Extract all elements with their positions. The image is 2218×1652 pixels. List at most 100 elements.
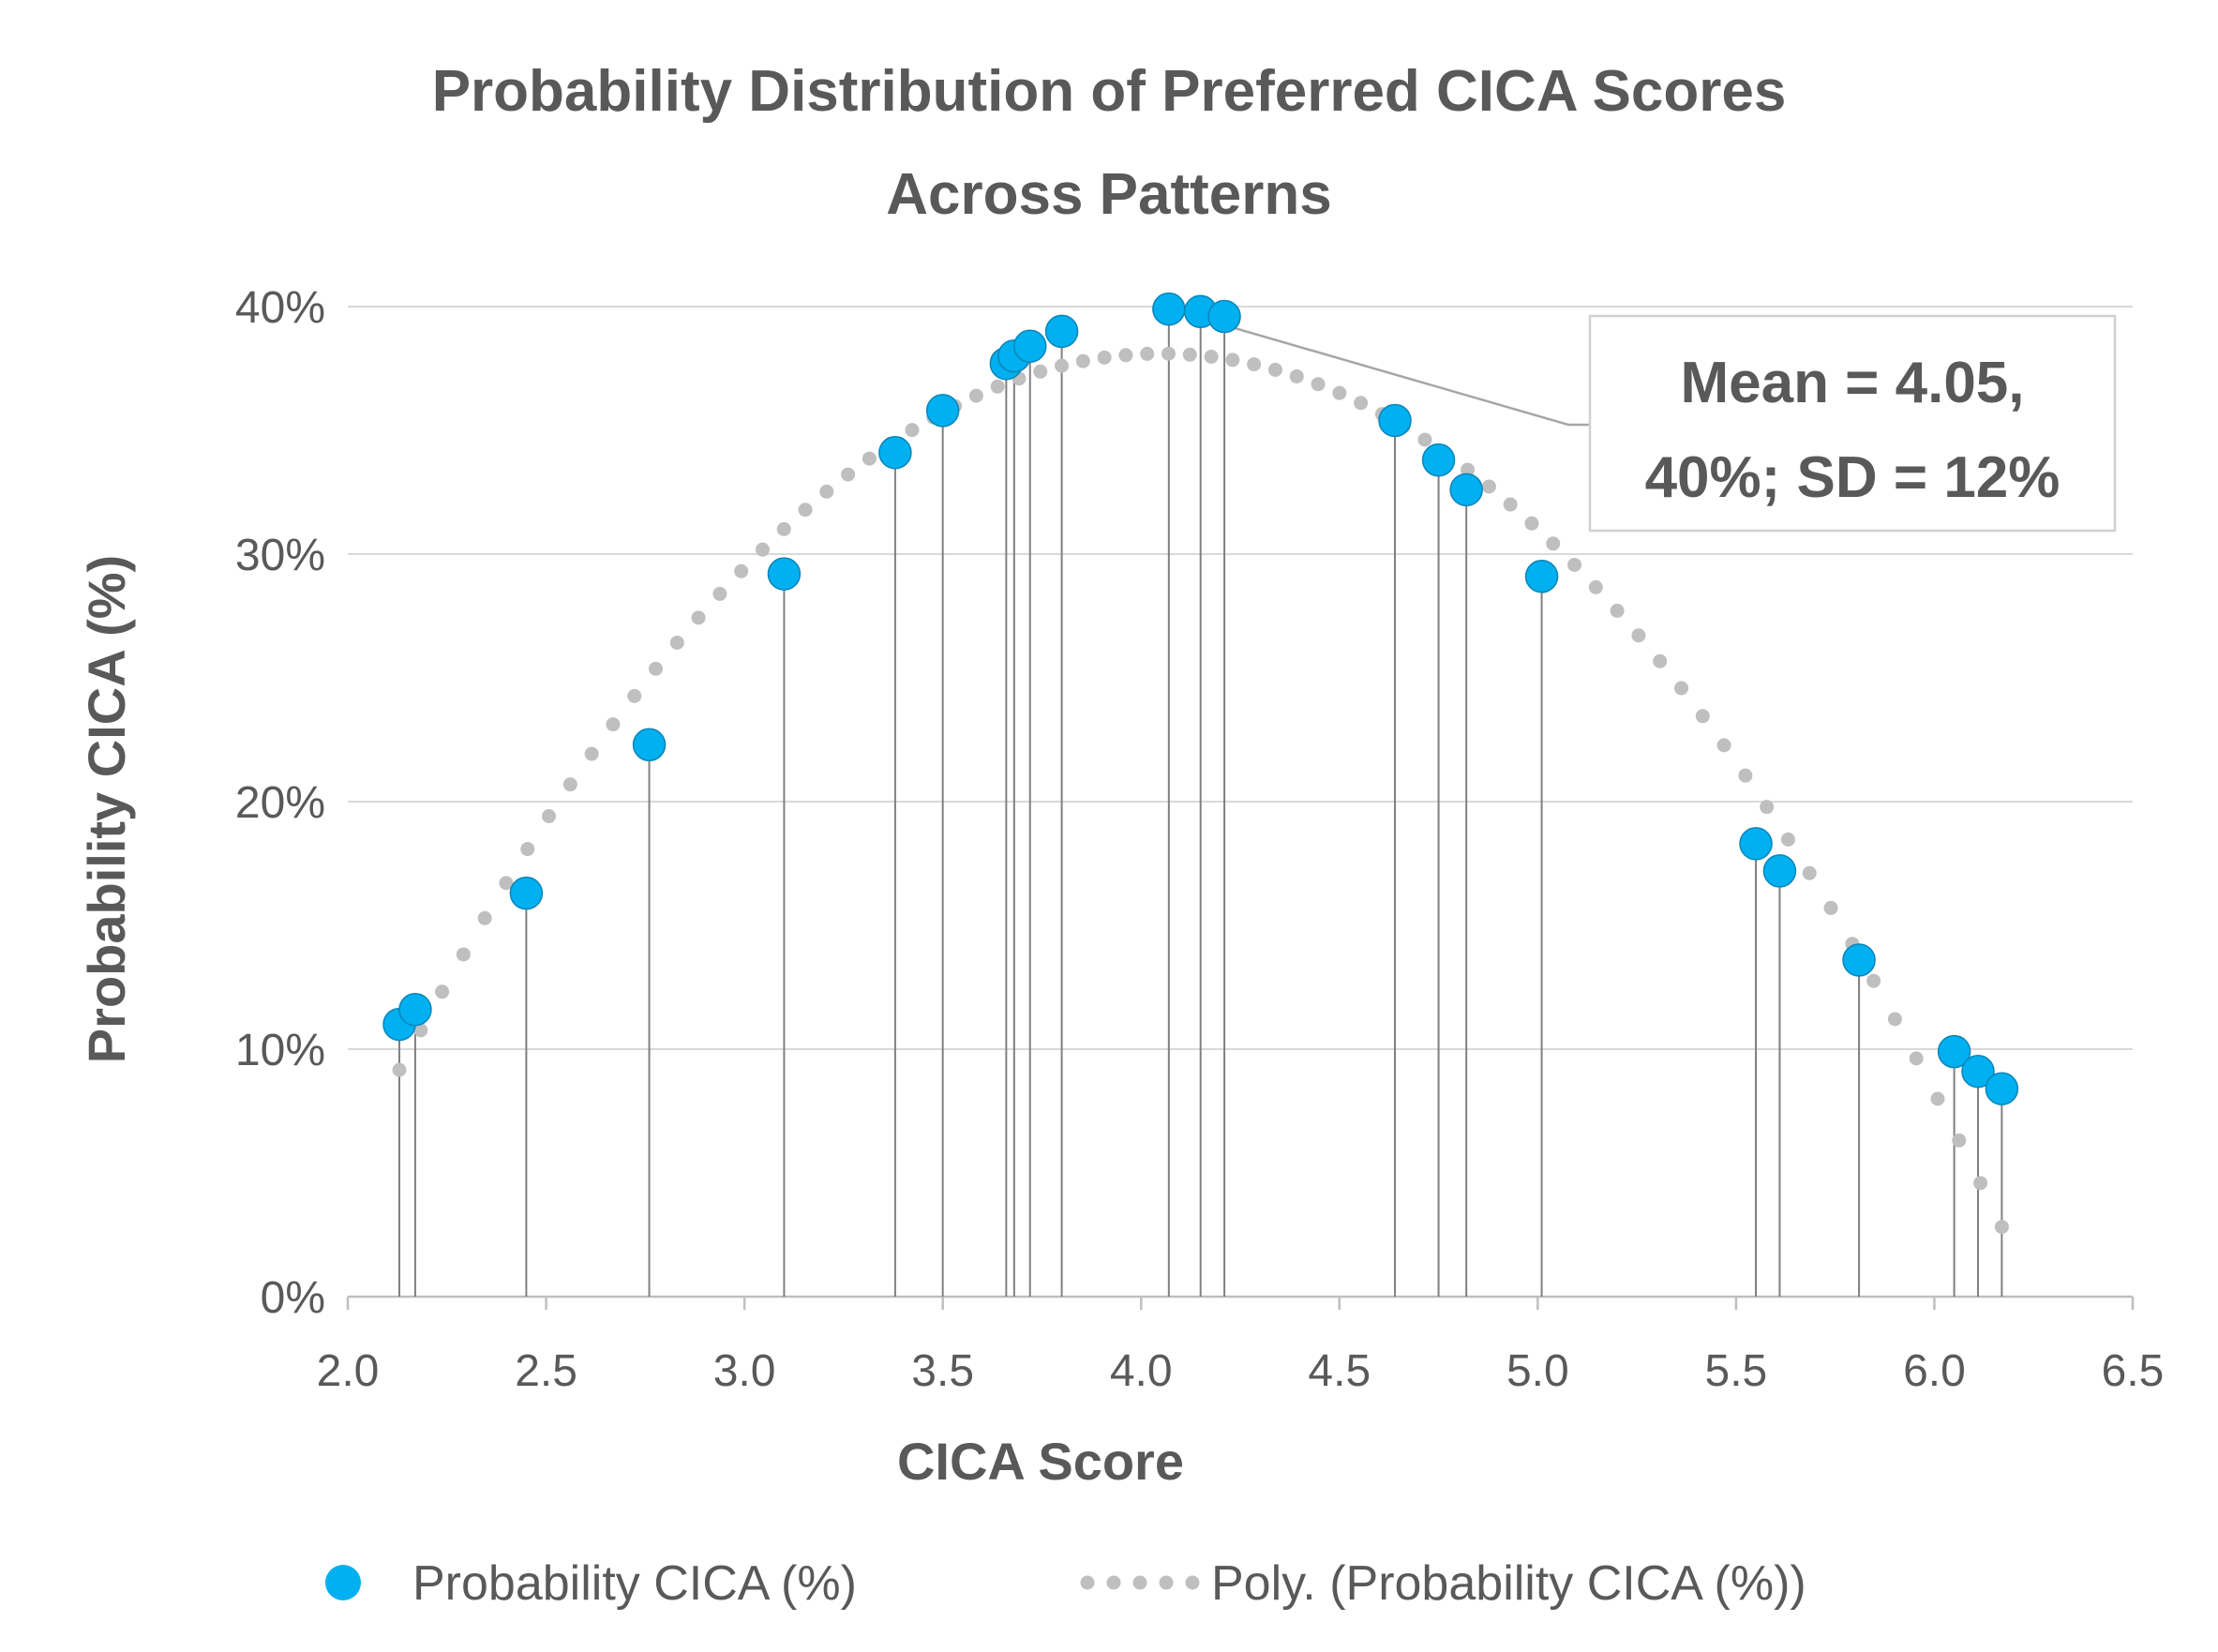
x-tick-label: 3.5: [911, 1346, 974, 1396]
annotation-line2: 40%; SD = 12%: [1645, 445, 2061, 510]
trendline-dot: [520, 842, 535, 857]
data-point: [1207, 299, 1241, 334]
trendline-dot: [755, 542, 770, 557]
trendline-dot: [542, 809, 557, 824]
annotation-box: Mean = 4.05, 40%; SD = 12%: [1588, 314, 2117, 533]
trendline-dot: [1354, 396, 1369, 411]
trendline-dot: [1631, 628, 1646, 643]
trendline-dot: [1887, 1012, 1902, 1027]
x-tick-label: 4.5: [1308, 1346, 1371, 1396]
data-point: [1449, 473, 1483, 507]
trendline-dot: [499, 876, 514, 891]
trendline-dot: [1909, 1051, 1924, 1066]
trendline-dot: [1994, 1220, 2009, 1235]
trendline-dot: [1332, 385, 1347, 400]
trendline-dot: [1524, 516, 1539, 531]
x-axis-title: CICA Score: [897, 1432, 1184, 1491]
trendline-dot: [968, 388, 983, 403]
annotation-leader: [1168, 308, 1590, 427]
legend-trend-dot: [1132, 1575, 1147, 1590]
trendline-dot: [1417, 432, 1432, 447]
x-tick-label: 3.0: [713, 1346, 776, 1396]
trendline: [392, 346, 2009, 1235]
trendline-dot: [669, 635, 684, 650]
x-tick-label: 5.0: [1506, 1346, 1569, 1396]
legend-label-points: Probability CICA (%): [412, 1556, 857, 1611]
data-point: [1842, 943, 1876, 977]
trendline-dot: [1653, 653, 1668, 668]
trendline-dot: [1673, 681, 1688, 696]
legend: Probability CICA (%) Poly. (Probability …: [325, 1556, 1806, 1611]
trendline-dot: [1588, 579, 1603, 594]
trendline-dot: [1289, 368, 1304, 383]
trendline-dot: [819, 484, 834, 499]
trendline-dot: [413, 1023, 428, 1038]
trendline-dot: [1033, 364, 1048, 379]
trendline-dot: [1802, 865, 1817, 880]
trendline-dot: [1204, 349, 1219, 364]
trendline-dot: [1716, 738, 1731, 753]
trendline-dot: [712, 586, 727, 601]
data-point: [1013, 329, 1047, 363]
trendline-dot: [1503, 497, 1518, 512]
legend-trend-dot: [1185, 1575, 1200, 1590]
drop-lines: [398, 308, 2003, 1297]
annotation-frame: [1588, 314, 2117, 533]
legend-marker-points: [325, 1565, 361, 1600]
trendline-dot: [649, 661, 664, 676]
chart-title-line1: Probability Distribution of Preferred CI…: [432, 59, 1787, 124]
trendline-dot: [1546, 536, 1561, 551]
annotation-line1: Mean = 4.05,: [1680, 351, 2024, 415]
trendline-dot: [1930, 1091, 1945, 1106]
gridlines: [348, 306, 2133, 1050]
y-tick-label: 30%: [235, 531, 325, 580]
trendline-dot: [435, 984, 450, 999]
data-point: [1937, 1034, 1971, 1069]
annotation-leader-line: [1168, 308, 1590, 427]
chart-title: Probability Distribution of Preferred CI…: [432, 59, 1787, 227]
trendline-dot: [1481, 479, 1496, 494]
data-point: [509, 876, 544, 910]
trendline-dot: [1075, 353, 1090, 368]
trendline-dot: [1760, 800, 1775, 815]
trendline-dot: [1567, 557, 1582, 572]
legend-marker-trendline: [1080, 1575, 1200, 1590]
trendline-dot: [1097, 350, 1112, 365]
data-point: [767, 557, 802, 591]
x-tick-label: 6.0: [1903, 1346, 1966, 1396]
x-tick-label: 2.5: [515, 1346, 577, 1396]
trendline-dot: [990, 379, 1005, 394]
data-point: [632, 728, 667, 762]
trendline-dot: [798, 503, 813, 518]
trendline-dot: [1140, 346, 1155, 361]
trendline-dot: [1225, 353, 1240, 368]
x-tick-label: 4.0: [1110, 1346, 1173, 1396]
trendline-dot: [456, 947, 471, 962]
data-point: [1378, 403, 1412, 438]
trendline-dot: [562, 777, 577, 792]
y-tick-label: 40%: [235, 283, 325, 333]
trendline-dot: [1695, 709, 1710, 724]
data-point: [1421, 443, 1456, 477]
trendline-dot: [1973, 1176, 1988, 1191]
y-tick-label: 0%: [261, 1273, 325, 1323]
y-axis-title: Probability CICA (%): [77, 555, 136, 1063]
trendline-dot: [1866, 973, 1881, 988]
data-point: [925, 394, 960, 428]
trendline-dot: [734, 563, 749, 578]
data-point: [1739, 827, 1773, 861]
trendline-dot: [1161, 346, 1176, 361]
x-tick-label: 6.5: [2102, 1346, 2165, 1396]
data-point: [1961, 1055, 1995, 1089]
x-tick-label: 5.5: [1705, 1346, 1768, 1396]
data-point: [1044, 314, 1079, 349]
y-tick-label: 10%: [235, 1026, 325, 1075]
trendline-dot: [627, 688, 642, 703]
trendline-dot: [905, 423, 920, 438]
trendline-dot: [584, 746, 599, 761]
trendline-dot: [776, 521, 791, 536]
legend-trend-dot: [1159, 1575, 1174, 1590]
trendline-dot: [1182, 347, 1197, 362]
y-tick-label: 20%: [235, 778, 325, 828]
trendline-dot: [1738, 768, 1753, 783]
